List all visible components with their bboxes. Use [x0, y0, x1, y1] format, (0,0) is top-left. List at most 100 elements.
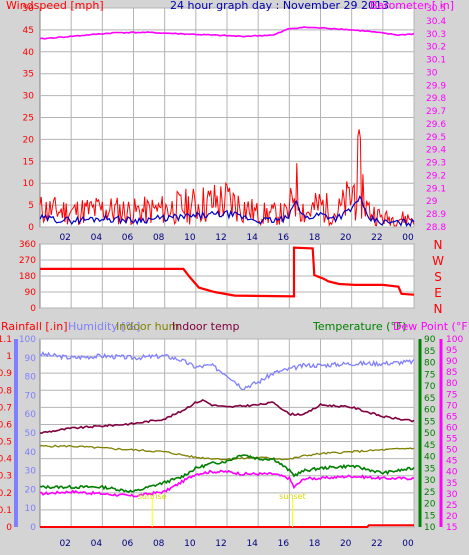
- x-tick-label: 22: [371, 233, 382, 243]
- temperature-tick: 45: [424, 441, 435, 451]
- dewpoint-tick: 80: [446, 379, 458, 389]
- rain-tick: 0.2: [0, 489, 12, 499]
- humidity-tick: 70: [25, 391, 37, 401]
- y-right-tick: 29.5: [426, 133, 446, 143]
- series-humidity: [39, 350, 415, 391]
- series-layer: [39, 26, 415, 228]
- annotation-label: sunset: [279, 492, 306, 501]
- x-tick-label: 06: [122, 539, 134, 549]
- x-tick-label: 02: [59, 233, 70, 243]
- series-wind-average: [39, 195, 415, 228]
- x-tick-label: 08: [153, 233, 165, 243]
- temperature-tick: 30: [424, 476, 436, 486]
- y-right-tick: 29: [426, 197, 438, 207]
- humidity-tick: 0: [30, 523, 36, 533]
- x-tick-label: 20: [340, 539, 352, 549]
- dewpoint-tick: 100: [446, 335, 463, 345]
- y-right-tick: 29.9: [426, 81, 446, 91]
- y-right-tick: 30.3: [426, 30, 446, 40]
- humidity-tick: 30: [25, 467, 37, 477]
- legend-dew-point: Dew Point (°F): [393, 320, 469, 333]
- x-tick-label: 22: [371, 539, 382, 549]
- legend-temperature: Temperature (°F): [312, 320, 407, 333]
- humidity-tick: 40: [25, 448, 37, 458]
- grid: [40, 243, 415, 309]
- x-tick-label: 14: [246, 539, 258, 549]
- x-tick-label: 12: [215, 539, 226, 549]
- temperature-tick: 15: [424, 511, 435, 521]
- rain-tick: 0.5: [0, 438, 12, 448]
- y-left-tick: 40: [23, 48, 35, 58]
- y-right-tick: 29.6: [426, 120, 446, 130]
- temperature-tick: 65: [424, 394, 435, 404]
- temperature-tick: 25: [424, 488, 435, 498]
- dewpoint-tick: 25: [446, 501, 457, 511]
- temperature-humidity-panel: sunrise sunset Rainfall [.in] Humidity [%…: [0, 320, 469, 549]
- temperature-tick: 80: [424, 359, 436, 369]
- x-tick-label: 14: [246, 233, 258, 243]
- temperature-tick: 35: [424, 464, 435, 474]
- rain-tick: 0.8: [0, 386, 12, 396]
- y-right-ticks: 28.8 28.9 29 29.1 29.2 29.3 29.4 29.5 29.6 29.7 29…: [426, 4, 446, 233]
- humidity-tick: 50: [25, 429, 37, 439]
- series-rainfall: [40, 524, 414, 528]
- temperature-tick: 55: [424, 417, 435, 427]
- dewpoint-tick: 35: [446, 479, 457, 489]
- y-right-label: Barometer [ in]: [370, 0, 454, 12]
- compass-label: N: [434, 302, 443, 316]
- y-right-tick: 30.1: [426, 56, 446, 66]
- compass-label: S: [434, 270, 442, 284]
- x-ticks: 02 04 06 08 10 12 14 16 18 20 22 00: [59, 233, 414, 243]
- y-right-tick: 29.2: [426, 171, 446, 181]
- x-ticks: 02 04 06 08 10 12 14 16 18 20 22 00: [59, 539, 414, 549]
- temperature-tick: 75: [424, 370, 435, 380]
- temperature-tick: 40: [424, 453, 436, 463]
- dewpoint-tick: 30: [446, 490, 458, 500]
- y-right-tick: 28.8: [426, 223, 446, 233]
- temperature-tick: 20: [424, 500, 436, 510]
- y-right-tick: 29.7: [426, 107, 446, 117]
- dewpoint-tick: 40: [446, 468, 458, 478]
- dewpoint-tick: 15: [446, 523, 457, 533]
- rain-tick: 0.3: [0, 472, 12, 482]
- x-tick-label: 04: [91, 233, 103, 243]
- y-left-label: Windspeed [mph]: [6, 0, 104, 12]
- y-left-tick: 25: [23, 114, 34, 124]
- y-left-tick: 5: [28, 201, 34, 211]
- y-right-tick: 30.2: [426, 43, 446, 53]
- x-tick-label: 06: [122, 233, 134, 243]
- dewpoint-tick: 60: [446, 423, 458, 433]
- annotation-label: sunrise: [138, 492, 167, 501]
- y-left-tick: 20: [23, 135, 35, 145]
- y-right-tick: 29.4: [426, 146, 446, 156]
- x-tick-label: 00: [402, 539, 414, 549]
- y-right-tick: 30.5: [426, 4, 446, 14]
- humidity-tick: 100: [19, 335, 36, 345]
- y-right-tick: 29.8: [426, 94, 446, 104]
- humidity-ticks: 0 10 20 30 40 50 60 70 80 90 100: [19, 335, 36, 533]
- series-wind-direction: [40, 246, 415, 298]
- legend: Rainfall [.in] Humidity [%] Indoor hum I…: [1, 320, 469, 333]
- legend-indoor-hum: Indoor hum: [116, 320, 179, 333]
- dewpoint-tick: 65: [446, 412, 457, 422]
- series-dew-point: [39, 469, 415, 498]
- y-left-tick: 360: [19, 240, 36, 250]
- x-tick-label: 18: [309, 539, 321, 549]
- wind-barometer-panel: Windspeed [mph] 24 hour graph day : Nove…: [6, 0, 454, 243]
- y-left-tick: 30: [23, 92, 35, 102]
- y-left-ticks: 0 5 10 15 20 25 30 35 40 45 50: [23, 4, 35, 233]
- rain-tick: 0.9: [0, 369, 12, 379]
- y-left-tick: 0: [28, 223, 34, 233]
- dewpoint-tick: 20: [446, 512, 458, 522]
- series-indoor-temp: [39, 398, 415, 435]
- rain-tick: 0: [6, 523, 12, 533]
- legend-indoor-temp: Indoor temp: [172, 320, 239, 333]
- temperature-tick: 90: [424, 335, 436, 345]
- x-tick-label: 12: [215, 233, 226, 243]
- temperature-tick: 70: [424, 382, 436, 392]
- annotation-layer: sunrise sunset: [138, 492, 306, 527]
